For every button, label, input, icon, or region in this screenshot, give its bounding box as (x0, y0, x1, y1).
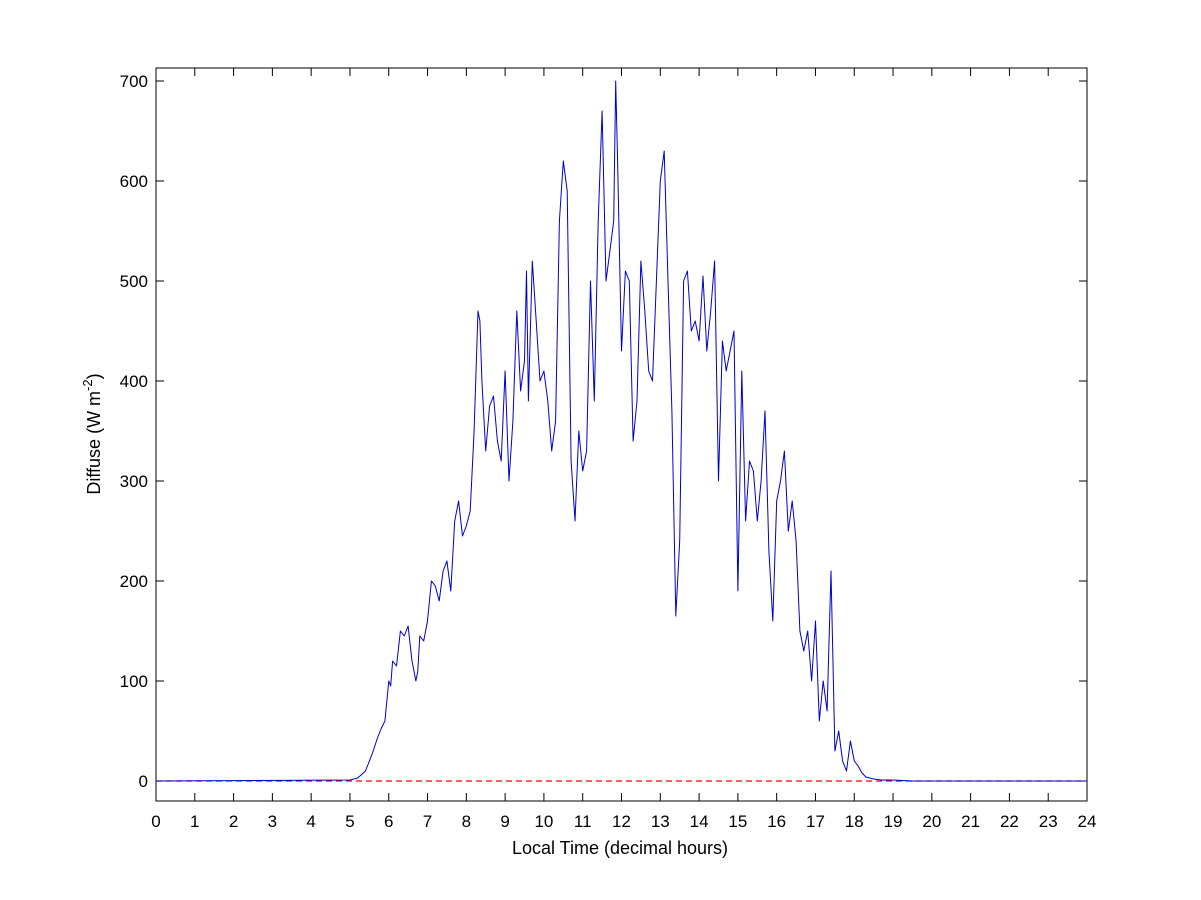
y-tick-label: 700 (120, 72, 148, 91)
plot-area (155, 67, 1088, 802)
x-tick-label: 11 (574, 812, 592, 831)
x-tick-label: 6 (384, 812, 393, 831)
x-axis-ticks: 0 1 2 3 4 5 6 7 8 9 10 11 12 13 14 15 16 17 18 19 20 21 22 23 24 (151, 68, 1096, 831)
x-axis-label: Local Time (decimal hours) (512, 838, 728, 858)
series-line-0 (155, 80, 1087, 782)
x-tick-label: 2 (229, 812, 238, 831)
x-tick-label: 18 (845, 812, 864, 831)
x-tick-label: 0 (151, 812, 160, 831)
x-tick-label: 15 (728, 812, 747, 831)
x-tick-label: 8 (462, 812, 471, 831)
plot-lines (155, 80, 1087, 782)
x-tick-label: 19 (884, 812, 903, 831)
x-tick-label: 23 (1039, 812, 1058, 831)
x-tick-label: 1 (190, 812, 199, 831)
y-tick-label: 600 (120, 172, 148, 191)
x-tick-label: 10 (534, 812, 553, 831)
x-tick-label: 24 (1078, 812, 1097, 831)
x-tick-label: 22 (1000, 812, 1019, 831)
y-tick-label: 100 (120, 672, 148, 691)
x-tick-label: 16 (767, 812, 786, 831)
y-tick-label: 200 (120, 572, 148, 591)
y-axis-label-suffix: ) (84, 373, 104, 379)
x-tick-label: 20 (922, 812, 941, 831)
x-tick-label: 3 (268, 812, 277, 831)
y-tick-label: 300 (120, 472, 148, 491)
x-tick-label: 9 (500, 812, 509, 831)
x-tick-label: 7 (423, 812, 432, 831)
y-axis-label: Diffuse (W m-2) (80, 373, 104, 494)
x-tick-label: 5 (345, 812, 354, 831)
y-axis-label-superscript: -2 (80, 379, 95, 391)
x-tick-label: 17 (806, 812, 825, 831)
x-tick-label: 4 (306, 812, 315, 831)
x-tick-label: 12 (612, 812, 631, 831)
x-tick-label: 21 (961, 812, 980, 831)
y-tick-label: 500 (120, 272, 148, 291)
y-axis-label-main: Diffuse (W m (84, 391, 104, 495)
y-axis-ticks: 0 100 200 300 400 500 600 700 (120, 72, 1087, 791)
y-tick-label: 0 (139, 772, 148, 791)
y-tick-label: 400 (120, 372, 148, 391)
x-tick-label: 13 (651, 812, 670, 831)
x-tick-label: 14 (690, 812, 709, 831)
